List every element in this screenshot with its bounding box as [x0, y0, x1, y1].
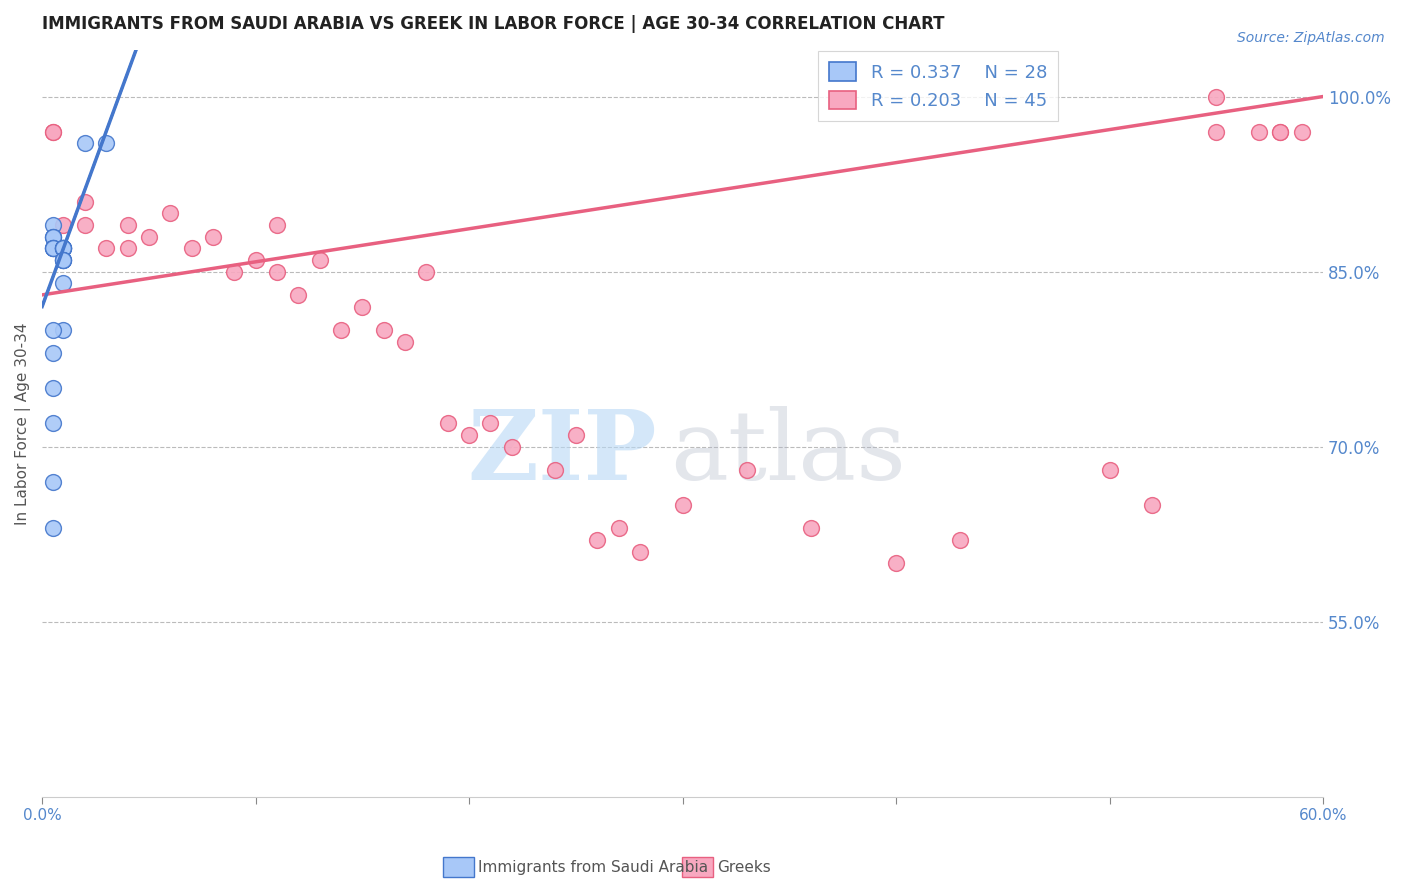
Point — [1205, 124, 1227, 138]
Point — [1291, 124, 1313, 138]
Point — [138, 229, 160, 244]
Point — [458, 428, 481, 442]
Point — [565, 428, 588, 442]
Point — [73, 194, 96, 209]
Point — [52, 241, 75, 255]
Point — [607, 521, 630, 535]
Point — [42, 241, 65, 255]
Point — [42, 381, 65, 395]
Point — [42, 124, 65, 138]
Point — [52, 323, 75, 337]
Point — [42, 416, 65, 430]
Point — [73, 136, 96, 151]
Text: ZIP: ZIP — [468, 406, 657, 500]
Point — [117, 218, 139, 232]
Point — [266, 218, 288, 232]
Point — [52, 218, 75, 232]
Point — [479, 416, 502, 430]
Point — [73, 218, 96, 232]
Point — [501, 440, 523, 454]
Point — [42, 124, 65, 138]
Point — [42, 229, 65, 244]
Point — [308, 252, 330, 267]
Point — [436, 416, 458, 430]
Point — [266, 264, 288, 278]
Point — [52, 241, 75, 255]
Point — [1098, 463, 1121, 477]
Point — [42, 241, 65, 255]
Point — [586, 533, 609, 547]
Point — [800, 521, 823, 535]
Point — [1270, 124, 1292, 138]
Point — [42, 229, 65, 244]
Text: atlas: atlas — [669, 406, 905, 500]
Point — [42, 229, 65, 244]
Point — [42, 521, 65, 535]
Point — [1249, 124, 1271, 138]
Point — [245, 252, 267, 267]
Y-axis label: In Labor Force | Age 30-34: In Labor Force | Age 30-34 — [15, 322, 31, 524]
Text: IMMIGRANTS FROM SAUDI ARABIA VS GREEK IN LABOR FORCE | AGE 30-34 CORRELATION CHA: IMMIGRANTS FROM SAUDI ARABIA VS GREEK IN… — [42, 15, 945, 33]
Point — [42, 475, 65, 489]
Point — [42, 241, 65, 255]
Text: Greeks: Greeks — [717, 860, 770, 874]
Point — [628, 544, 651, 558]
Point — [543, 463, 565, 477]
Point — [1270, 124, 1292, 138]
Point — [96, 241, 118, 255]
Point — [1142, 498, 1164, 512]
Point — [672, 498, 695, 512]
Point — [52, 252, 75, 267]
Point — [180, 241, 202, 255]
Point — [52, 277, 75, 291]
Point — [42, 241, 65, 255]
Point — [330, 323, 353, 337]
Point — [42, 346, 65, 360]
Point — [52, 252, 75, 267]
Point — [352, 300, 374, 314]
Point — [117, 241, 139, 255]
Point — [52, 252, 75, 267]
Point — [287, 288, 309, 302]
Point — [224, 264, 246, 278]
Point — [415, 264, 437, 278]
Legend: R = 0.337    N = 28, R = 0.203    N = 45: R = 0.337 N = 28, R = 0.203 N = 45 — [818, 52, 1057, 120]
Text: Immigrants from Saudi Arabia: Immigrants from Saudi Arabia — [478, 860, 709, 874]
Point — [52, 241, 75, 255]
Point — [949, 533, 972, 547]
Point — [42, 323, 65, 337]
Point — [52, 241, 75, 255]
Point — [394, 334, 416, 349]
Point — [201, 229, 224, 244]
Point — [42, 218, 65, 232]
Point — [735, 463, 758, 477]
Point — [1205, 89, 1227, 103]
Point — [52, 252, 75, 267]
Point — [884, 556, 907, 570]
Point — [52, 241, 75, 255]
Point — [96, 136, 118, 151]
Point — [159, 206, 181, 220]
Point — [52, 241, 75, 255]
Point — [373, 323, 395, 337]
Text: Source: ZipAtlas.com: Source: ZipAtlas.com — [1237, 31, 1385, 45]
